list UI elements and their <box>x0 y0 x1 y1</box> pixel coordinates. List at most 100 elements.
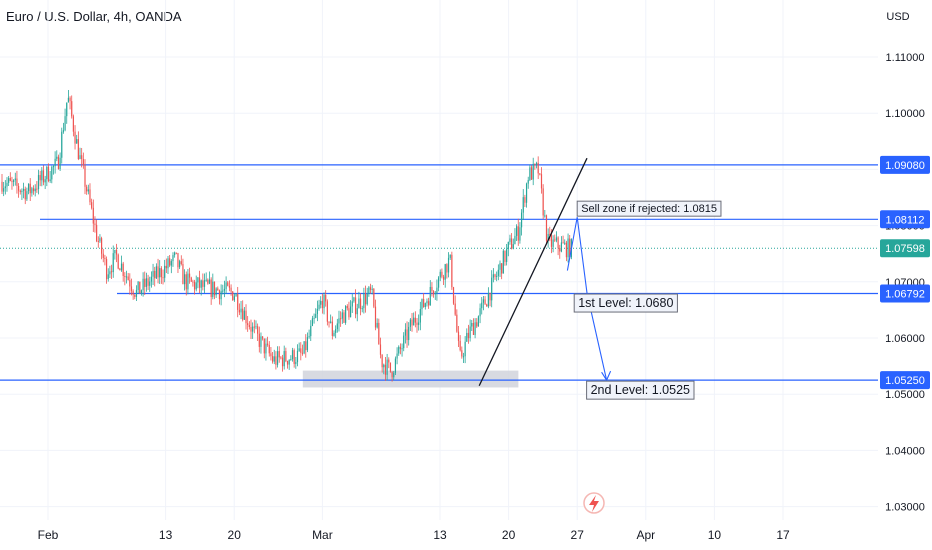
candle <box>86 184 88 195</box>
candle-body <box>245 310 247 324</box>
candle-body <box>81 155 83 160</box>
candle-body <box>404 329 406 336</box>
candle <box>117 253 119 270</box>
annotation-label[interactable]: 1st Level: 1.0680 <box>573 293 678 313</box>
candle <box>340 311 342 327</box>
candle-body <box>220 291 222 300</box>
price-tag-label: 1.05250 <box>885 375 925 387</box>
candle <box>336 318 338 333</box>
candle-body <box>368 287 370 294</box>
annotation-label[interactable]: 2nd Level: 1.0525 <box>586 380 695 400</box>
candle <box>346 304 348 311</box>
candle <box>433 290 435 298</box>
candle <box>280 356 282 360</box>
candle-body <box>242 308 244 320</box>
candle-body <box>406 329 408 341</box>
candle-body <box>119 268 121 271</box>
candle <box>477 315 480 327</box>
candle-body <box>310 325 312 337</box>
candle <box>195 275 197 292</box>
lightning-icon[interactable] <box>583 492 605 514</box>
candle <box>446 263 448 279</box>
candle <box>305 334 307 358</box>
candle-body <box>413 317 415 326</box>
candle <box>94 216 96 233</box>
candle <box>544 209 546 218</box>
candle-body <box>32 188 35 192</box>
candle-body <box>343 312 345 323</box>
candle-body <box>155 266 157 279</box>
candle <box>21 188 23 200</box>
price-tag-label: 1.09080 <box>885 160 925 172</box>
candle-body <box>255 326 257 328</box>
candle <box>529 164 531 182</box>
candle <box>203 273 206 293</box>
candle-body <box>197 277 199 283</box>
candle-body <box>461 350 463 357</box>
candle <box>107 268 109 282</box>
candle <box>125 270 128 284</box>
candle <box>524 194 526 208</box>
candle <box>275 351 277 370</box>
candle <box>222 284 224 295</box>
candle <box>99 234 101 243</box>
candle <box>235 292 237 297</box>
candle <box>157 258 159 284</box>
candle <box>160 266 162 284</box>
candle-body <box>262 336 264 339</box>
annotation-label[interactable]: Sell zone if rejected: 1.0815 <box>576 200 722 217</box>
candle-body <box>67 97 69 103</box>
candle-body <box>275 356 277 365</box>
candle <box>308 329 310 339</box>
candle <box>172 252 174 267</box>
candle <box>26 187 28 201</box>
candle-body <box>96 224 98 242</box>
candle <box>242 300 244 322</box>
candle-body <box>286 361 289 365</box>
candle-body <box>426 301 428 304</box>
candle-body <box>512 244 514 249</box>
candle-body <box>263 338 265 354</box>
candle <box>388 357 390 369</box>
candle-body <box>278 351 280 358</box>
candle <box>306 332 309 353</box>
candle-body <box>61 131 63 158</box>
candle <box>437 276 440 292</box>
candle-body <box>482 299 484 303</box>
time-axis[interactable]: Feb 13 20 Mar 13 20 27 Apr 10 17 <box>38 528 790 542</box>
candle <box>47 163 50 183</box>
candle-body <box>308 336 310 338</box>
candle <box>67 90 69 103</box>
candle-body <box>351 301 353 307</box>
grid <box>0 0 878 520</box>
candle <box>59 152 61 171</box>
candle-body <box>409 319 411 327</box>
candle <box>471 319 473 332</box>
candle-body <box>193 281 196 290</box>
last-price-tag-box <box>880 239 930 258</box>
candle-body <box>170 261 172 266</box>
candle-body <box>253 326 255 328</box>
candle <box>325 290 327 307</box>
candle-body <box>346 306 348 309</box>
price-axis[interactable]: USD 1.110001.100001.090001.080001.070001… <box>880 11 930 514</box>
candle-body <box>34 188 36 192</box>
candle-body <box>271 356 274 362</box>
candle-body <box>356 308 358 315</box>
candle <box>434 290 436 300</box>
candle-body <box>250 327 252 332</box>
candle-body <box>4 186 6 189</box>
candle-body <box>24 188 26 200</box>
candle <box>207 278 209 285</box>
candle-body <box>159 268 161 278</box>
candle-body <box>408 326 410 341</box>
candle-body <box>47 166 50 181</box>
candle-body <box>565 242 567 258</box>
candle-body <box>152 270 154 277</box>
candle <box>76 134 78 144</box>
candle <box>517 218 519 246</box>
candle <box>565 240 567 262</box>
candle-body <box>486 304 488 307</box>
candle-body <box>338 318 340 324</box>
